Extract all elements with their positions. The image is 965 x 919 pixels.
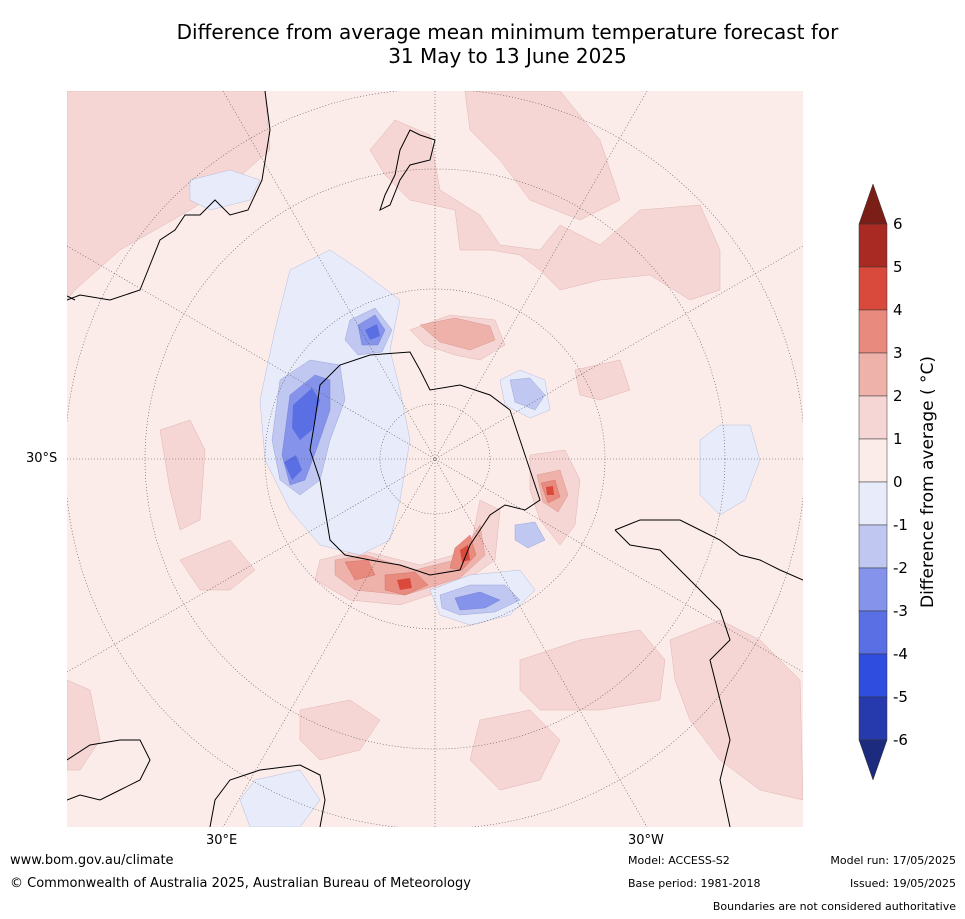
colorbar-tick: 0 [893,473,903,491]
map-area [67,91,803,827]
footer-issued: Issued: 19/05/2025 [849,877,956,890]
title-line-1: Difference from average mean minimum tem… [176,20,839,44]
footer-model: Model: ACCESS-S2 [628,854,730,867]
colorbar-band-4-5 [858,266,888,311]
colorbar-band-0-1 [858,438,888,483]
colorbar-tick: -3 [893,602,908,620]
colorbar [858,183,888,781]
footer-base-period: Base period: 1981-2018 [628,877,761,890]
colorbar-tick: -2 [893,559,908,577]
chart-title: Difference from average mean minimum tem… [60,20,955,68]
colorbar-band-3-4 [858,309,888,354]
lon-label-30w: 30°W [628,833,664,848]
title-line-2: 31 May to 13 June 2025 [388,44,627,68]
colorbar-tick: -5 [893,688,908,706]
anomaly-warm-4to5 [397,486,554,590]
footer-copyright: © Commonwealth of Australia 2025, Austra… [10,876,471,891]
lon-label-30e: 30°E [206,833,238,848]
colorbar-band-5-6 [858,223,888,268]
graticule [67,91,803,827]
colorbar-tick: 3 [893,344,903,362]
colorbar-extend-bottom [858,739,888,781]
coastlines [67,91,803,827]
colorbar-tick: -6 [893,731,908,749]
footer-boundaries-note: Boundaries are not considered authoritat… [712,900,956,913]
lat-label-30s: 30°S [26,451,58,466]
footer-url: www.bom.gov.au/climate [10,853,174,868]
colorbar-band-neg4-neg3 [858,610,888,655]
colorbar-band-1-2 [858,395,888,440]
colorbar-tick: 5 [893,258,903,276]
colorbar-tick: -4 [893,645,908,663]
colorbar-band-neg2-neg1 [858,524,888,569]
colorbar-tick: 6 [893,215,903,233]
colorbar-band-2-3 [858,352,888,397]
colorbar-label: Difference from average ( °C) [918,355,938,609]
colorbar-band-neg6-neg5 [858,696,888,741]
colorbar-tick: 4 [893,301,903,319]
colorbar-extend-top [858,183,888,225]
colorbar-tick: 2 [893,387,903,405]
anomaly-cool-3to4 [284,324,380,480]
colorbar-band-neg5-neg4 [858,653,888,698]
colorbar-band-neg3-neg2 [858,567,888,612]
colorbar-tick: 1 [893,430,903,448]
colorbar-band-neg1-0 [858,481,888,526]
footer-model-run: Model run: 17/05/2025 [830,854,956,867]
colorbar-tick: -1 [893,516,908,534]
